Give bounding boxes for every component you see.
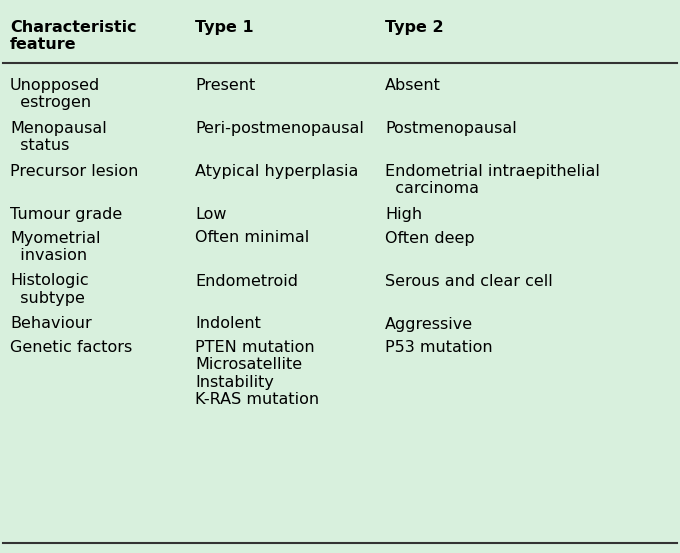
Text: Myometrial
  invasion: Myometrial invasion: [10, 231, 101, 263]
Text: Type 2: Type 2: [385, 20, 443, 35]
Text: Peri-postmenopausal: Peri-postmenopausal: [195, 121, 364, 136]
Text: Endometroid: Endometroid: [195, 274, 298, 289]
Text: Often minimal: Often minimal: [195, 231, 309, 246]
Text: Menopausal
  status: Menopausal status: [10, 121, 107, 153]
Text: Unopposed
  estrogen: Unopposed estrogen: [10, 78, 100, 111]
Text: Postmenopausal: Postmenopausal: [385, 121, 517, 136]
Text: Serous and clear cell: Serous and clear cell: [385, 274, 553, 289]
Text: Type 1: Type 1: [195, 20, 254, 35]
Text: Tumour grade: Tumour grade: [10, 207, 122, 222]
Text: Characteristic
feature: Characteristic feature: [10, 20, 137, 53]
Text: PTEN mutation
Microsatellite
Instability
K-RAS mutation: PTEN mutation Microsatellite Instability…: [195, 340, 319, 407]
Text: Genetic factors: Genetic factors: [10, 340, 132, 355]
Text: Histologic
  subtype: Histologic subtype: [10, 274, 88, 306]
Text: Low: Low: [195, 207, 226, 222]
Text: P53 mutation: P53 mutation: [385, 340, 492, 355]
Text: Aggressive: Aggressive: [385, 316, 473, 331]
Text: Indolent: Indolent: [195, 316, 261, 331]
Text: Present: Present: [195, 78, 255, 93]
Text: Precursor lesion: Precursor lesion: [10, 164, 138, 179]
Text: Absent: Absent: [385, 78, 441, 93]
Text: Atypical hyperplasia: Atypical hyperplasia: [195, 164, 358, 179]
Text: Often deep: Often deep: [385, 231, 475, 246]
Text: Endometrial intraepithelial
  carcinoma: Endometrial intraepithelial carcinoma: [385, 164, 600, 196]
Text: Behaviour: Behaviour: [10, 316, 92, 331]
Text: High: High: [385, 207, 422, 222]
